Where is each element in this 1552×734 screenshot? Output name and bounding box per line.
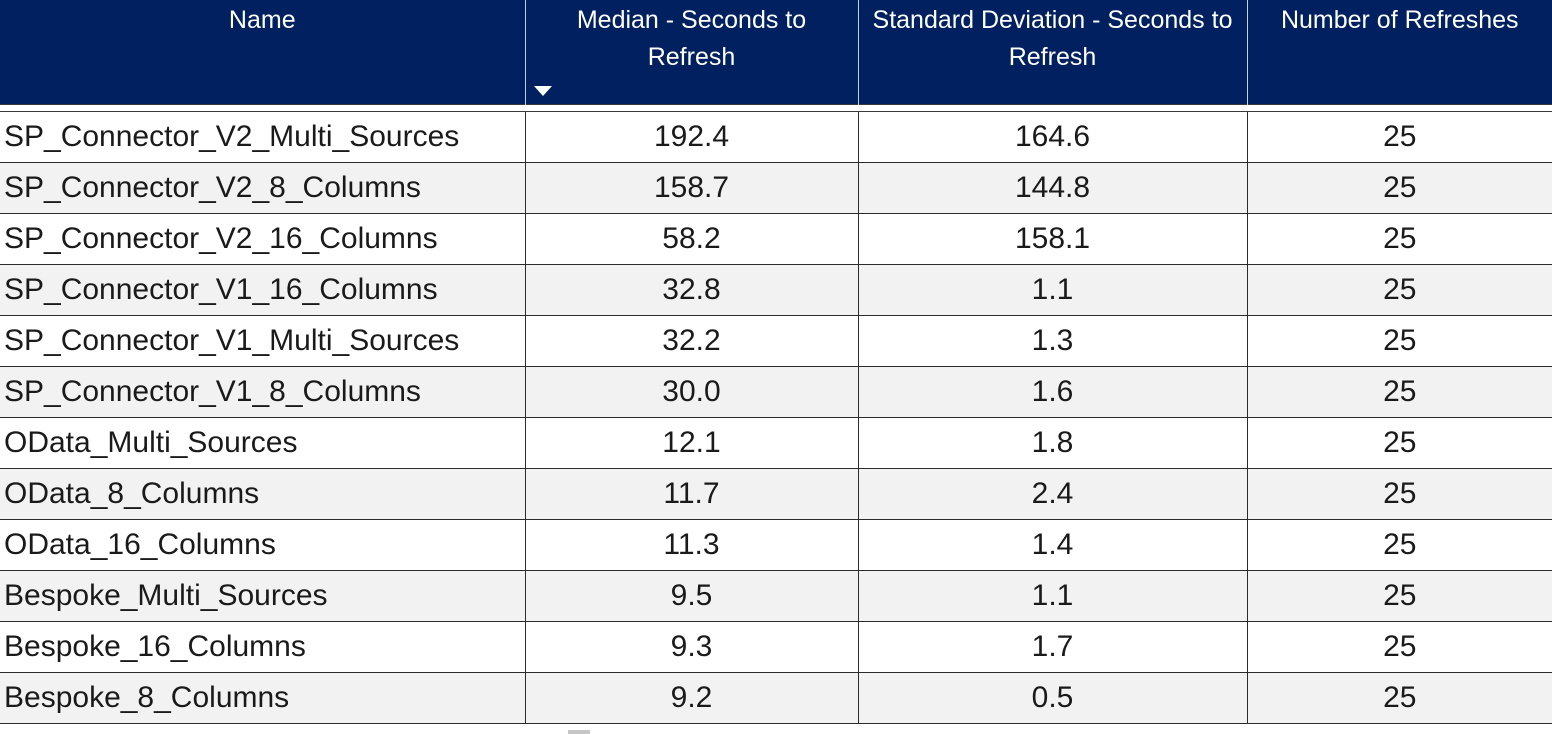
table-row[interactable]: OData_Multi_Sources 12.1 1.8 25: [0, 417, 1552, 469]
table-row[interactable]: SP_Connector_V1_Multi_Sources 32.2 1.3 25: [0, 315, 1552, 367]
table-row[interactable]: SP_Connector_V1_8_Columns 30.0 1.6 25: [0, 366, 1552, 418]
cell-name: OData_Multi_Sources: [0, 417, 526, 469]
cell-refresh-count: 25: [1247, 672, 1552, 724]
table-header-row: Name Median - Seconds to Refresh Standar…: [0, 0, 1552, 104]
table-row[interactable]: SP_Connector_V2_16_Columns 58.2 158.1 25: [0, 213, 1552, 265]
cell-std-dev: 1.8: [858, 417, 1248, 469]
cell-refresh-count: 25: [1247, 621, 1552, 673]
cell-name: SP_Connector_V2_16_Columns: [0, 213, 526, 265]
cell-std-dev: 164.6: [858, 111, 1248, 163]
table-body: SP_Connector_V2_Multi_Sources 192.4 164.6 2…: [0, 111, 1552, 724]
cell-std-dev: 1.6: [858, 366, 1248, 418]
header-divider-cell: [0, 103, 525, 112]
cell-std-dev: 144.8: [858, 162, 1248, 214]
cell-refresh-count: 25: [1247, 213, 1552, 265]
cell-name: Bespoke_16_Columns: [0, 621, 526, 673]
cell-refresh-count: 25: [1247, 468, 1552, 520]
header-divider: [0, 103, 1552, 112]
cell-std-dev: 0.5: [858, 672, 1248, 724]
cell-median: 158.7: [525, 162, 859, 214]
cell-std-dev: 1.1: [858, 570, 1248, 622]
cell-median: 9.3: [525, 621, 859, 673]
column-header-median[interactable]: Median - Seconds to Refresh: [525, 0, 859, 104]
cell-name: SP_Connector_V1_8_Columns: [0, 366, 526, 418]
table-row[interactable]: OData_16_Columns 11.3 1.4 25: [0, 519, 1552, 571]
cell-std-dev: 1.7: [858, 621, 1248, 673]
cell-name: Bespoke_8_Columns: [0, 672, 526, 724]
cell-median: 11.7: [525, 468, 859, 520]
cell-name: OData_16_Columns: [0, 519, 526, 571]
cell-name: Bespoke_Multi_Sources: [0, 570, 526, 622]
cell-std-dev: 1.3: [858, 315, 1248, 367]
table-row[interactable]: SP_Connector_V2_Multi_Sources 192.4 164.6 2…: [0, 111, 1552, 163]
cell-median: 192.4: [525, 111, 859, 163]
cell-name: OData_8_Columns: [0, 468, 526, 520]
table-row[interactable]: SP_Connector_V1_16_Columns 32.8 1.1 25: [0, 264, 1552, 316]
cell-name: SP_Connector_V2_Multi_Sources: [0, 111, 526, 163]
cell-median: 32.8: [525, 264, 859, 316]
table-resize-handle[interactable]: [568, 730, 590, 734]
header-divider-cell: [858, 103, 1247, 112]
column-header-std-dev[interactable]: Standard Deviation - Seconds to Refresh: [858, 0, 1248, 104]
cell-std-dev: 158.1: [858, 213, 1248, 265]
column-header-name[interactable]: Name: [0, 0, 526, 104]
cell-refresh-count: 25: [1247, 519, 1552, 571]
cell-std-dev: 1.4: [858, 519, 1248, 571]
cell-name: SP_Connector_V2_8_Columns: [0, 162, 526, 214]
table-row[interactable]: Bespoke_8_Columns 9.2 0.5 25: [0, 672, 1552, 724]
cell-refresh-count: 25: [1247, 366, 1552, 418]
cell-median: 30.0: [525, 366, 859, 418]
cell-std-dev: 2.4: [858, 468, 1248, 520]
sort-descending-icon[interactable]: [533, 85, 552, 96]
cell-median: 32.2: [525, 315, 859, 367]
cell-refresh-count: 25: [1247, 315, 1552, 367]
cell-median: 12.1: [525, 417, 859, 469]
header-divider-cell: [525, 103, 858, 112]
cell-refresh-count: 25: [1247, 417, 1552, 469]
cell-std-dev: 1.1: [858, 264, 1248, 316]
cell-refresh-count: 25: [1247, 570, 1552, 622]
column-header-refresh-count[interactable]: Number of Refreshes: [1247, 0, 1552, 104]
cell-median: 9.5: [525, 570, 859, 622]
column-header-label: Number of Refreshes: [1280, 6, 1519, 34]
table-row[interactable]: Bespoke_Multi_Sources 9.5 1.1 25: [0, 570, 1552, 622]
column-header-label: Name: [228, 6, 296, 34]
header-divider-cell: [1247, 103, 1552, 112]
cell-name: SP_Connector_V1_Multi_Sources: [0, 315, 526, 367]
table-row[interactable]: SP_Connector_V2_8_Columns 158.7 144.8 25: [0, 162, 1552, 214]
cell-name: SP_Connector_V1_16_Columns: [0, 264, 526, 316]
cell-refresh-count: 25: [1247, 264, 1552, 316]
cell-refresh-count: 25: [1247, 111, 1552, 163]
cell-median: 58.2: [525, 213, 859, 265]
cell-median: 9.2: [525, 672, 859, 724]
column-header-label: Standard Deviation - Seconds to Refresh: [872, 6, 1233, 71]
cell-refresh-count: 25: [1247, 162, 1552, 214]
table-row[interactable]: Bespoke_16_Columns 9.3 1.7 25: [0, 621, 1552, 673]
column-header-label: Median - Seconds to Refresh: [576, 6, 807, 71]
cell-median: 11.3: [525, 519, 859, 571]
table-row[interactable]: OData_8_Columns 11.7 2.4 25: [0, 468, 1552, 520]
